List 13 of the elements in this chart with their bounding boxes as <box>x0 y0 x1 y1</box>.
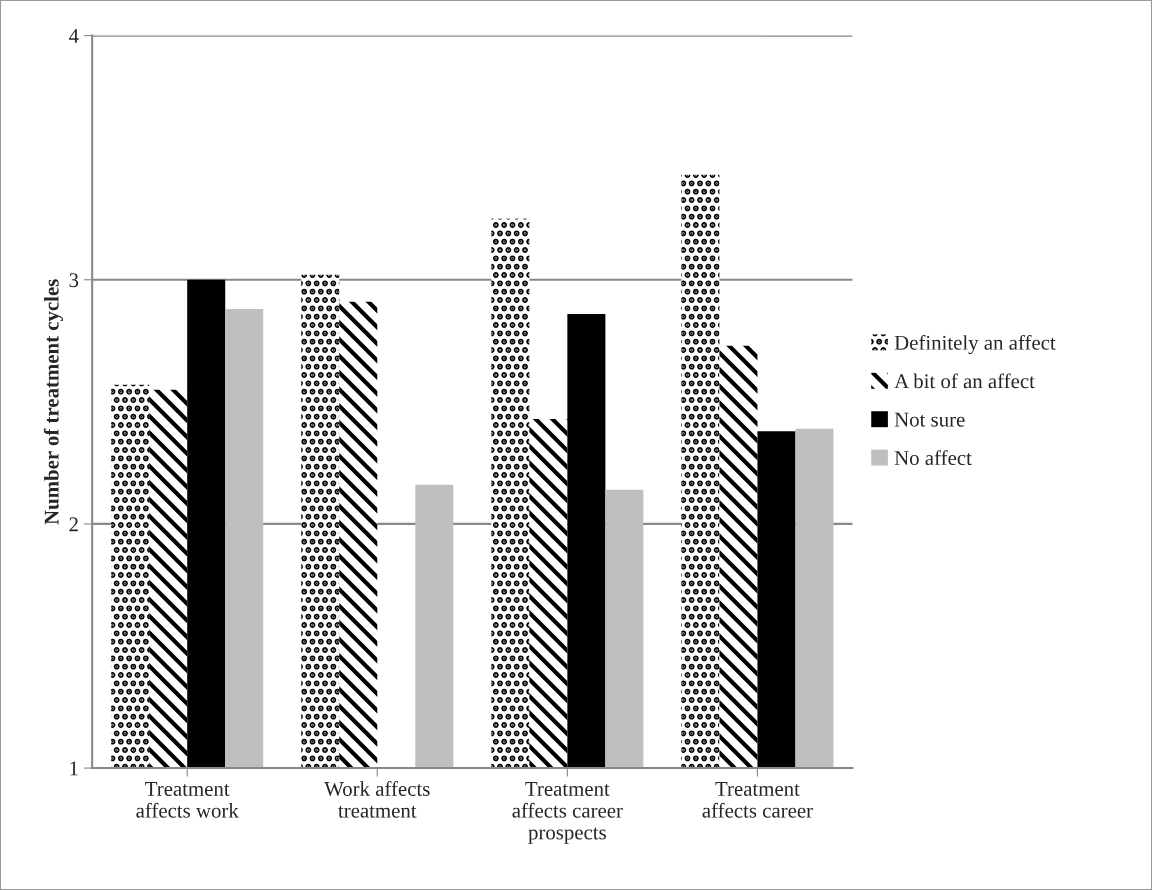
y-axis-title: Number of treatment cycles <box>43 279 63 525</box>
y-tick-label: 2 <box>69 517 78 532</box>
legend-label: Definitely an affect <box>894 334 1056 355</box>
x-tick-label: Treatment affects work <box>136 782 239 818</box>
x-tick-label: Treatment affects career prospects <box>512 782 623 844</box>
y-tick-label: 4 <box>68 29 79 43</box>
y-tick-label: 3 <box>69 273 79 288</box>
x-tick-label: Treatment affects career <box>702 782 813 818</box>
legend-label: Not sure <box>894 412 965 427</box>
y-tick-label: 1 <box>70 761 78 776</box>
legend-label: A bit of an affect <box>894 373 1035 389</box>
legend-label: No affect <box>894 450 972 466</box>
x-tick-label: Work affects treatment <box>324 781 430 818</box>
